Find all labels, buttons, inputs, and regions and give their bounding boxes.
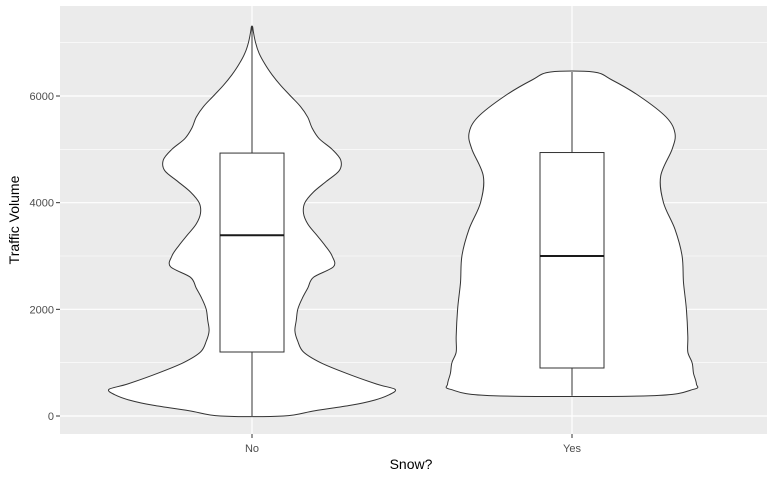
- y-axis-title: Traffic Volume: [6, 175, 22, 264]
- y-axis: 0 2000 4000 6000: [30, 91, 60, 423]
- y-tick-label: 4000: [30, 198, 54, 210]
- box-no: [219, 152, 285, 353]
- y-tick-label: 0: [48, 411, 54, 423]
- boxplots: [219, 26, 605, 416]
- x-axis: No Yes: [245, 434, 581, 455]
- box-yes: [539, 152, 605, 369]
- y-tick-label: 6000: [30, 91, 54, 103]
- x-tick-label-yes: Yes: [563, 443, 581, 455]
- x-tick-label-no: No: [245, 443, 259, 455]
- y-tick-label: 2000: [30, 304, 54, 316]
- x-axis-title: Snow?: [390, 456, 433, 472]
